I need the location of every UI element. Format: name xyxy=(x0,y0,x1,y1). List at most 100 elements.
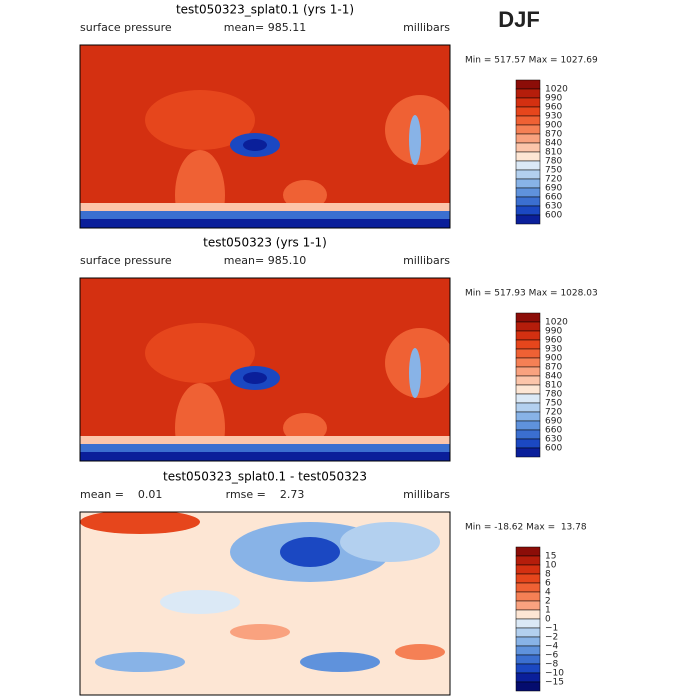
colorbar-label: 750 xyxy=(545,166,562,176)
range-text: Min = 517.93 Max = 1028.03 xyxy=(465,289,598,299)
colorbar-label: 660 xyxy=(545,193,562,203)
left-label: surface pressure xyxy=(80,254,172,267)
colorbar-box xyxy=(515,214,541,225)
map-region xyxy=(283,180,327,210)
map-region xyxy=(145,90,255,150)
map-frame xyxy=(79,44,451,229)
colorbar-box xyxy=(515,205,541,216)
map-region xyxy=(474,97,506,117)
colorbar-box xyxy=(515,402,541,413)
colorbar-box xyxy=(515,106,541,117)
colorbar-box xyxy=(515,339,541,350)
colorbar-label: 6 xyxy=(545,579,551,589)
right-label: millibars xyxy=(403,21,450,34)
map-region xyxy=(80,219,450,228)
colorbar-label: 960 xyxy=(545,103,562,113)
colorbar-box xyxy=(515,169,541,180)
colorbar-label: 10 xyxy=(545,561,557,571)
colorbar-label: 720 xyxy=(545,175,562,185)
center-label: mean= 985.10 xyxy=(224,254,306,267)
panel-title: test050323_splat0.1 - test050323 xyxy=(163,470,367,484)
map-region xyxy=(450,160,490,230)
map-field xyxy=(80,278,506,461)
colorbar-box xyxy=(515,591,541,602)
colorbar-box xyxy=(515,97,541,108)
colorbar-box xyxy=(515,564,541,575)
map-field xyxy=(80,45,506,230)
colorbar-box xyxy=(515,555,541,566)
colorbar-box xyxy=(515,393,541,404)
colorbar-label: 0 xyxy=(545,615,551,625)
colorbar-label: −4 xyxy=(545,642,559,652)
colorbar-label: 15 xyxy=(545,552,556,562)
map-region xyxy=(409,348,421,398)
colorbar-label: 630 xyxy=(545,435,562,445)
colorbar-box xyxy=(515,79,541,90)
colorbar-label: −10 xyxy=(545,669,564,679)
left-label: surface pressure xyxy=(80,21,172,34)
map-region xyxy=(95,652,185,672)
colorbar-box xyxy=(515,366,541,377)
colorbar-box xyxy=(515,681,541,692)
colorbar-label: 870 xyxy=(545,363,562,373)
map-region xyxy=(395,644,445,660)
colorbar-label: −6 xyxy=(545,651,559,661)
left-label: mean = 0.01 xyxy=(80,488,162,501)
map-region xyxy=(409,115,421,165)
colorbar-label: 840 xyxy=(545,139,562,149)
map-frame xyxy=(79,511,451,696)
colorbar-box xyxy=(515,645,541,656)
colorbar-box xyxy=(515,312,541,323)
map-region xyxy=(455,403,465,453)
colorbar-box xyxy=(515,348,541,359)
colorbar-box xyxy=(515,438,541,449)
colorbar-box xyxy=(515,573,541,584)
panel-title: test050323_splat0.1 (yrs 1-1) xyxy=(176,3,354,17)
right-label: millibars xyxy=(403,488,450,501)
colorbar-box xyxy=(515,546,541,557)
colorbar-label: 900 xyxy=(545,121,562,131)
colorbar-box xyxy=(515,321,541,332)
map-region xyxy=(160,590,240,614)
colorbar-box xyxy=(515,663,541,674)
map xyxy=(79,511,451,696)
colorbar-label: 690 xyxy=(545,184,562,194)
colorbar-label: 600 xyxy=(545,211,562,221)
map-region xyxy=(243,372,267,384)
colorbar-box xyxy=(515,124,541,135)
colorbar-box xyxy=(515,160,541,171)
colorbar-box xyxy=(515,636,541,647)
colorbar-box xyxy=(515,375,541,386)
colorbar-label: 1 xyxy=(545,606,551,616)
colorbar-label: 810 xyxy=(545,381,562,391)
map-region xyxy=(243,139,267,151)
colorbar-label: 8 xyxy=(545,570,551,580)
map-region xyxy=(474,330,506,350)
colorbar-label: 900 xyxy=(545,354,562,364)
colorbar-label: 600 xyxy=(545,444,562,454)
map-region xyxy=(230,624,290,640)
colorbar-box xyxy=(515,384,541,395)
map-region xyxy=(283,413,327,443)
colorbar-label: 1020 xyxy=(545,85,568,95)
right-label: millibars xyxy=(403,254,450,267)
map-field xyxy=(80,512,450,695)
colorbar-label: −8 xyxy=(545,660,559,670)
range-text: Min = 517.57 Max = 1027.69 xyxy=(465,56,598,66)
colorbar-box xyxy=(515,654,541,665)
colorbar-label: 930 xyxy=(545,112,562,122)
colorbar-label: 780 xyxy=(545,157,562,167)
colorbar-box xyxy=(515,330,541,341)
map xyxy=(79,44,506,230)
colorbar-box xyxy=(515,133,541,144)
map-region xyxy=(300,652,380,672)
colorbar-label: 780 xyxy=(545,390,562,400)
colorbar-box xyxy=(515,115,541,126)
colorbar-label: 690 xyxy=(545,417,562,427)
colorbar-box xyxy=(515,618,541,629)
map-region xyxy=(455,170,465,220)
colorbar-label: 660 xyxy=(545,426,562,436)
map-frame xyxy=(79,277,451,462)
